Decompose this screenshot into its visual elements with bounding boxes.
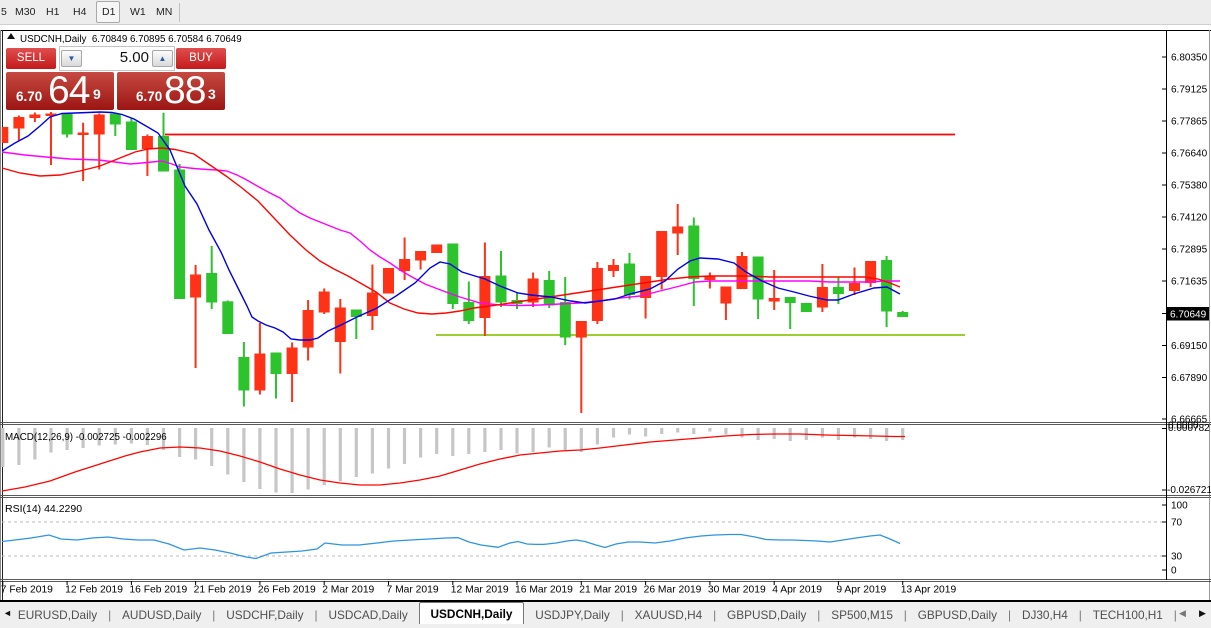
svg-text:12 Mar 2019: 12 Mar 2019: [451, 585, 509, 596]
svg-text:16 Mar 2019: 16 Mar 2019: [515, 585, 573, 596]
svg-text:6.77865: 6.77865: [1171, 117, 1208, 128]
svg-text:6.67890: 6.67890: [1171, 373, 1208, 384]
svg-text:0: 0: [1171, 566, 1177, 577]
svg-text:6.74120: 6.74120: [1171, 213, 1208, 224]
svg-text:2 Mar 2019: 2 Mar 2019: [322, 585, 374, 596]
svg-text:6.76640: 6.76640: [1171, 149, 1208, 160]
svg-text:13 Apr 2019: 13 Apr 2019: [901, 585, 957, 596]
svg-text:16 Feb 2019: 16 Feb 2019: [129, 585, 187, 596]
svg-text:6.70649: 6.70649: [1170, 309, 1207, 320]
svg-text:12 Feb 2019: 12 Feb 2019: [65, 585, 123, 596]
svg-text:6.69150: 6.69150: [1171, 341, 1208, 352]
svg-text:6.79125: 6.79125: [1171, 85, 1208, 96]
svg-text:70: 70: [1171, 518, 1183, 529]
svg-text:6.80350: 6.80350: [1171, 53, 1208, 64]
svg-text:7 Feb 2019: 7 Feb 2019: [1, 585, 53, 596]
svg-text:6.66665: 6.66665: [1171, 415, 1208, 426]
svg-text:0.000782: 0.000782: [1168, 423, 1210, 434]
svg-text:7 Mar 2019: 7 Mar 2019: [387, 585, 439, 596]
svg-text:USDCNH,Daily 6.70849 6.70895: USDCNH,Daily 6.70849 6.70895 6.70584 6.7…: [20, 34, 242, 45]
svg-text:21 Mar 2019: 21 Mar 2019: [579, 585, 637, 596]
svg-text:4 Apr 2019: 4 Apr 2019: [772, 585, 822, 596]
svg-text:9 Apr 2019: 9 Apr 2019: [836, 585, 886, 596]
svg-text:0.0000: 0.0000: [1168, 421, 1199, 432]
svg-text:26 Mar 2019: 26 Mar 2019: [644, 585, 702, 596]
svg-text:100: 100: [1171, 501, 1188, 512]
svg-text:6.71635: 6.71635: [1171, 277, 1208, 288]
svg-text:30 Mar 2019: 30 Mar 2019: [708, 585, 766, 596]
svg-text:RSI(14) 44.2290: RSI(14) 44.2290: [5, 503, 82, 515]
svg-text:-0.026721: -0.026721: [1167, 485, 1211, 496]
svg-text:6.75380: 6.75380: [1171, 181, 1208, 192]
svg-text:26 Feb 2019: 26 Feb 2019: [258, 585, 316, 596]
svg-text:MACD(12,26,9) -0.002725 -0.002: MACD(12,26,9) -0.002725 -0.002296: [5, 432, 167, 443]
svg-text:6.72895: 6.72895: [1171, 245, 1208, 256]
svg-text:30: 30: [1171, 552, 1183, 563]
svg-text:21 Feb 2019: 21 Feb 2019: [194, 585, 252, 596]
